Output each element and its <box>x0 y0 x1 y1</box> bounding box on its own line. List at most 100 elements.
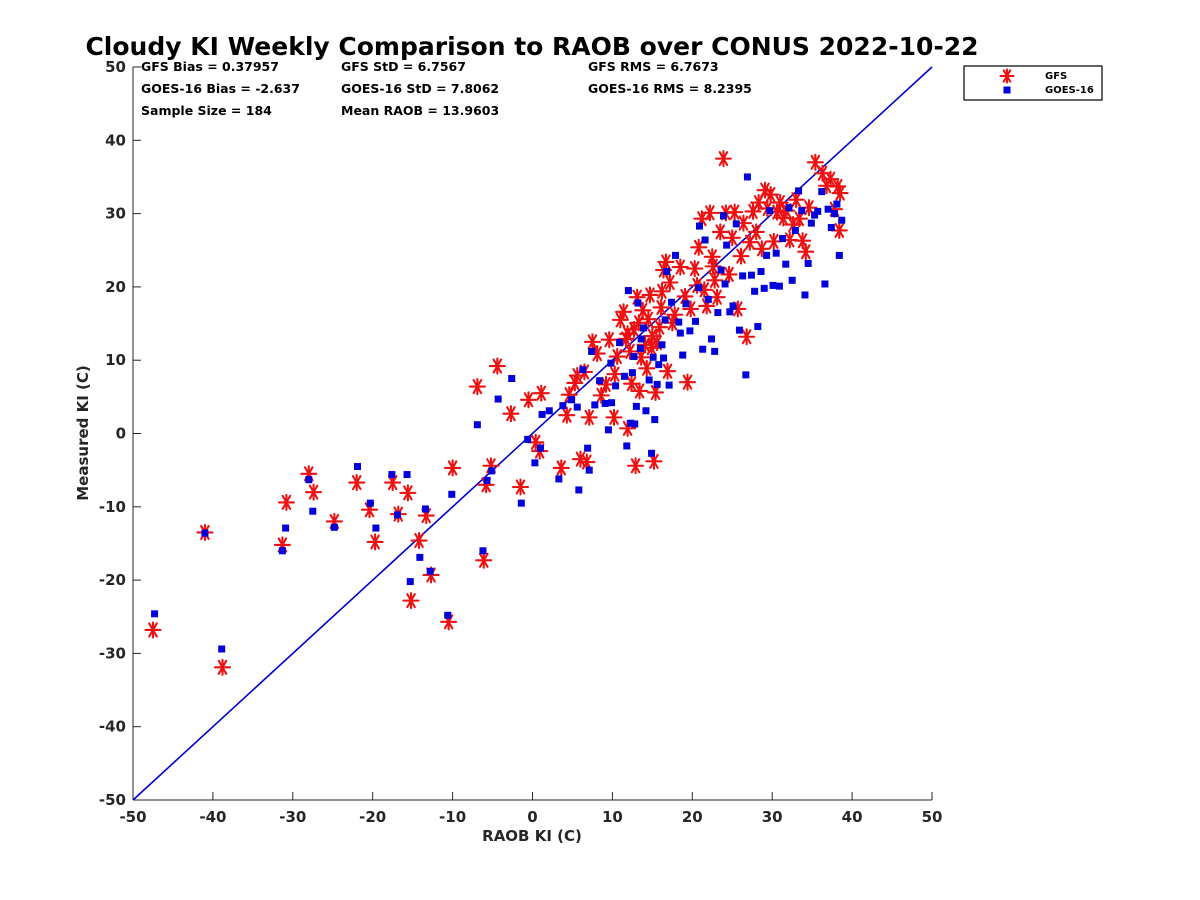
goes-16-point <box>735 326 743 334</box>
goes-16-point <box>686 327 694 335</box>
goes-16-point <box>721 280 729 288</box>
goes-16-point <box>278 547 286 555</box>
goes-16-point <box>634 299 642 307</box>
goes-16-point <box>604 426 612 434</box>
goes-16-point <box>714 309 722 317</box>
goes-16-point <box>821 280 829 288</box>
legend-gfs-label: GFS <box>1045 71 1067 82</box>
goes-16-point <box>416 553 424 561</box>
goes-16-point <box>695 284 703 292</box>
goes-16-point <box>393 511 401 519</box>
goes-16-point <box>645 376 653 384</box>
goes-16-point <box>444 611 452 619</box>
gfs-point <box>797 243 815 261</box>
gfs-point <box>566 374 584 392</box>
gfs-point <box>711 223 729 241</box>
stats-annotations: GFS Bias = 0.37957 GFS StD = 6.7567 GFS RM… <box>141 59 752 118</box>
goes-16-point <box>679 351 687 359</box>
goes-16-point <box>723 241 731 249</box>
goes-16-point <box>827 224 835 232</box>
gfs-point <box>686 260 704 278</box>
gfs-point <box>623 375 641 393</box>
goes-16-point <box>751 287 759 295</box>
goes-16-point <box>630 353 638 361</box>
goes-16-point <box>769 281 777 289</box>
goes-16-point <box>555 475 563 483</box>
x-tick-label: 10 <box>602 808 623 826</box>
goes-16-point <box>330 523 338 531</box>
gfs-point <box>511 478 530 496</box>
goes-16-point <box>791 226 799 234</box>
gfs-point <box>475 551 493 569</box>
goes-16-point <box>406 578 414 586</box>
gfs-point <box>606 365 624 383</box>
y-tick-label: 10 <box>105 351 126 369</box>
plot-axes: -50 -40 -30 -20 -10 0 10 20 30 40 50 -50 -40 -30 -20 -1… <box>99 58 943 826</box>
x-tick-label: -40 <box>199 808 226 826</box>
gfs-point <box>765 232 783 251</box>
goes-16-point <box>663 268 671 276</box>
goes-16-point <box>782 260 790 268</box>
gfs-point <box>519 391 538 409</box>
gfs-point <box>704 257 722 275</box>
gfs-point <box>631 382 649 400</box>
goes-16-point <box>785 204 793 212</box>
stat-text: Mean RAOB = 13.9603 <box>341 103 499 118</box>
goes-16-point <box>660 354 668 362</box>
goes-16-point <box>585 466 593 474</box>
goes-16-point <box>833 200 841 208</box>
gfs-point <box>641 286 659 304</box>
gfs-point <box>348 474 366 492</box>
gfs-point <box>444 459 462 477</box>
gfs-point <box>213 658 232 676</box>
gfs-point <box>592 386 610 404</box>
goes-16-point <box>631 420 639 428</box>
goes-16-point <box>739 272 747 280</box>
goes-16-point <box>536 444 544 452</box>
y-tick-label: 0 <box>116 425 126 443</box>
y-tick-label: -30 <box>99 644 126 662</box>
goes-16-point <box>494 395 502 403</box>
goes-16-point <box>648 449 656 457</box>
goes-16-point <box>366 499 374 507</box>
y-tick-label: 20 <box>105 278 126 296</box>
x-tick-label: 20 <box>682 808 703 826</box>
goes-16-point <box>668 298 676 306</box>
x-tick-label: 40 <box>842 808 863 826</box>
gfs-point <box>552 459 570 477</box>
goes-16-point <box>624 287 632 295</box>
goes-16-point <box>661 316 669 324</box>
goes-16-point <box>568 396 576 404</box>
gfs-point <box>615 303 633 321</box>
goes-16-point <box>676 329 684 337</box>
goes-16-point <box>695 222 703 230</box>
goes-16-point <box>627 419 635 427</box>
y-tick-label: -20 <box>99 571 126 589</box>
goes-16-point <box>591 401 599 409</box>
gfs-point <box>366 533 384 551</box>
gfs-point <box>706 271 724 289</box>
gfs-point <box>277 493 295 511</box>
goes-16-point <box>838 216 846 224</box>
goes-16-point <box>835 251 843 259</box>
goes-16-point <box>729 302 737 310</box>
x-tick-label: -20 <box>359 808 386 826</box>
goes-16-point <box>531 459 539 467</box>
goes-16-point <box>636 344 644 352</box>
goes-16-point <box>672 251 680 259</box>
goes-16-point <box>601 399 609 407</box>
gfs-point <box>627 457 645 475</box>
x-tick-label: -30 <box>279 808 306 826</box>
goes-16-point <box>282 524 290 532</box>
goes-16-point <box>620 372 628 380</box>
gfs-point <box>600 331 618 349</box>
goes-16-point <box>538 410 546 418</box>
goes-16-point <box>579 366 587 374</box>
goes-16-point <box>701 236 709 244</box>
gfs-point <box>732 247 750 265</box>
goes-16-point <box>573 403 581 411</box>
goes-16-point <box>814 207 822 215</box>
goes-16-point <box>754 322 762 330</box>
gfs-point <box>726 203 744 221</box>
y-tick-label: 40 <box>105 131 126 149</box>
